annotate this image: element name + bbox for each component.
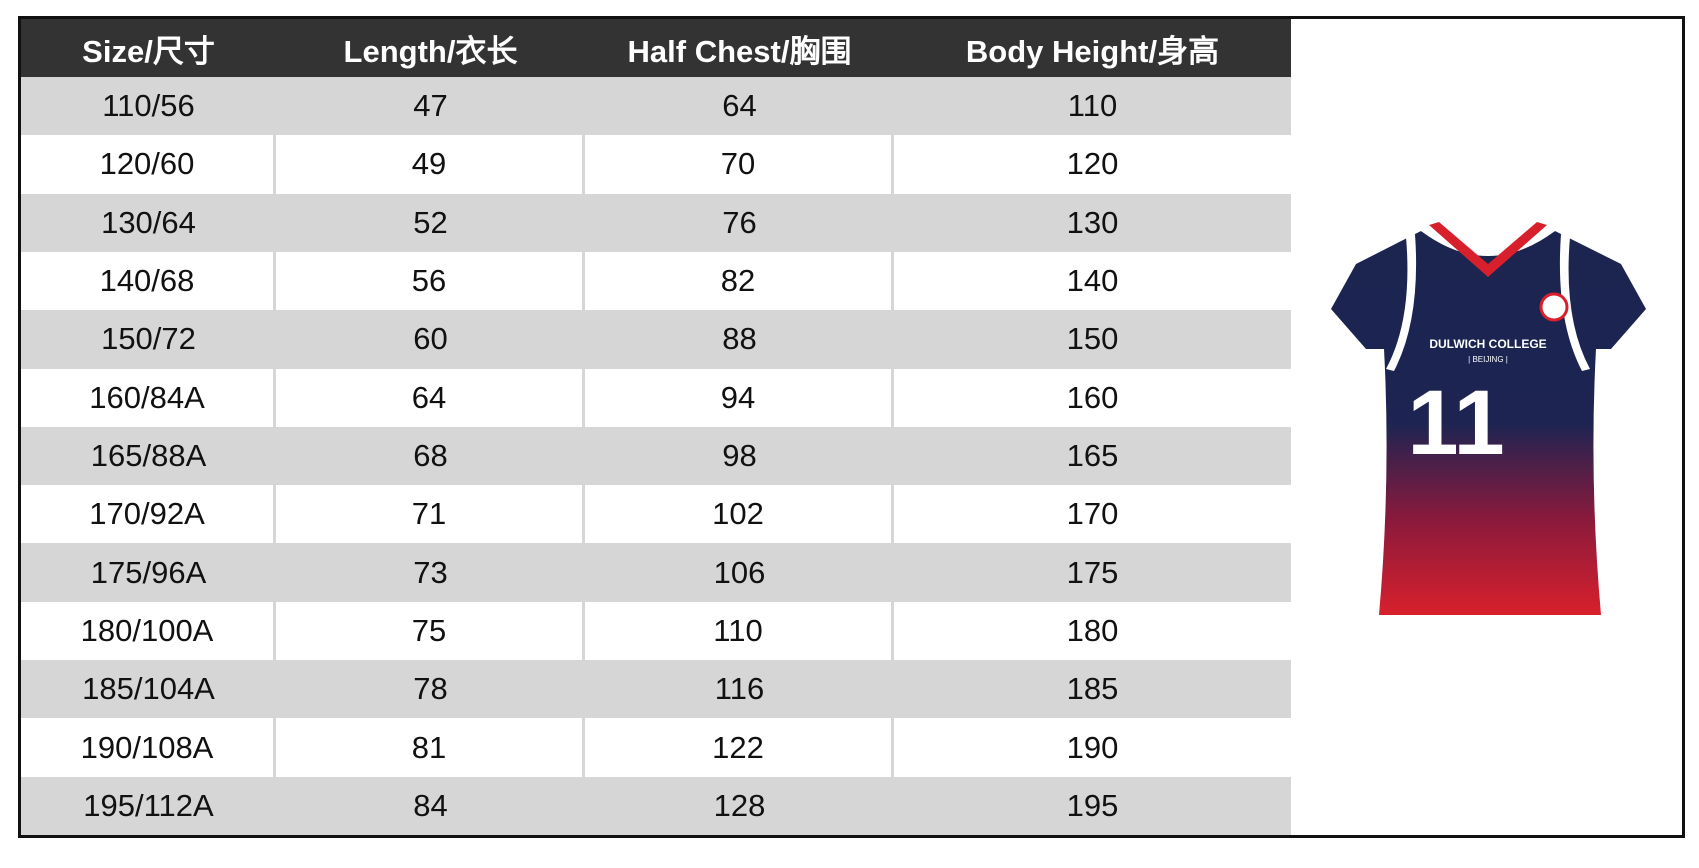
table-cell: 49 bbox=[276, 135, 585, 194]
size-chart: Size/尺寸 Length/衣长 Half Chest/胸围 Body Height… bbox=[18, 16, 1685, 838]
table-cell: 195 bbox=[894, 776, 1291, 835]
table-cell: 190/108A bbox=[21, 718, 276, 777]
table-cell: 70 bbox=[585, 135, 894, 194]
table-cell: 56 bbox=[276, 251, 585, 311]
table-cell: 175 bbox=[894, 543, 1291, 602]
arm-stripe bbox=[1559, 234, 1590, 371]
header-cell: Body Height/身高 bbox=[894, 19, 1291, 77]
school-name: DULWICH COLLEGE bbox=[1429, 337, 1546, 351]
table-cell: 195/112A bbox=[21, 776, 276, 835]
table-cell: 122 bbox=[585, 718, 894, 777]
table-cell: 110/56 bbox=[21, 77, 276, 136]
table-cell: 52 bbox=[276, 193, 585, 252]
table-cell: 150 bbox=[894, 310, 1291, 369]
campus-name: | BEIJING | bbox=[1468, 355, 1508, 364]
table-cell: 71 bbox=[276, 485, 585, 544]
size-table: Size/尺寸 Length/衣长 Half Chest/胸围 Body Height… bbox=[21, 19, 1291, 835]
arm-stripe bbox=[1386, 234, 1417, 371]
table-cell: 76 bbox=[585, 193, 894, 252]
jersey-number: 11 bbox=[1407, 372, 1504, 474]
table-cell: 94 bbox=[585, 368, 894, 427]
table-cell: 64 bbox=[585, 77, 894, 136]
crest bbox=[1539, 292, 1569, 322]
table-cell: 82 bbox=[585, 251, 894, 311]
table-cell: 140 bbox=[894, 251, 1291, 311]
table-cell: 120/60 bbox=[21, 135, 276, 194]
table-cell: 165 bbox=[894, 426, 1291, 486]
collar-trim bbox=[1429, 222, 1547, 277]
table-cell: 116 bbox=[585, 660, 894, 719]
table-cell: 170 bbox=[894, 485, 1291, 544]
table-cell: 128 bbox=[585, 776, 894, 835]
header-cell: Half Chest/胸围 bbox=[585, 19, 894, 77]
table-cell: 160 bbox=[894, 368, 1291, 427]
table-cell: 165/88A bbox=[21, 426, 276, 486]
table-cell: 98 bbox=[585, 426, 894, 486]
table-cell: 102 bbox=[585, 485, 894, 544]
table-cell: 47 bbox=[276, 77, 585, 136]
table-cell: 110 bbox=[894, 77, 1291, 136]
table-cell: 120 bbox=[894, 135, 1291, 194]
table-cell: 68 bbox=[276, 426, 585, 486]
jersey-image: DULWICH COLLEGE | BEIJING | 11 bbox=[1331, 222, 1646, 615]
table-cell: 190 bbox=[894, 718, 1291, 777]
table-cell: 106 bbox=[585, 543, 894, 602]
table-cell: 78 bbox=[276, 660, 585, 719]
table-cell: 185 bbox=[894, 660, 1291, 719]
header-cell: Length/衣长 bbox=[276, 19, 585, 77]
table-cell: 180/100A bbox=[21, 601, 276, 661]
header-cell: Size/尺寸 bbox=[21, 19, 276, 77]
table-cell: 75 bbox=[276, 601, 585, 661]
table-cell: 130/64 bbox=[21, 193, 276, 252]
collar bbox=[1421, 225, 1555, 256]
table-cell: 60 bbox=[276, 310, 585, 369]
table-cell: 160/84A bbox=[21, 368, 276, 427]
table-cell: 150/72 bbox=[21, 310, 276, 369]
table-cell: 110 bbox=[585, 601, 894, 661]
table-cell: 84 bbox=[276, 776, 585, 835]
table-cell: 170/92A bbox=[21, 485, 276, 544]
table-cell: 140/68 bbox=[21, 251, 276, 311]
table-cell: 175/96A bbox=[21, 543, 276, 602]
table-cell: 73 bbox=[276, 543, 585, 602]
table-cell: 88 bbox=[585, 310, 894, 369]
table-cell: 81 bbox=[276, 718, 585, 777]
table-cell: 64 bbox=[276, 368, 585, 427]
table-cell: 185/104A bbox=[21, 660, 276, 719]
table-cell: 180 bbox=[894, 601, 1291, 661]
table-cell: 130 bbox=[894, 193, 1291, 252]
